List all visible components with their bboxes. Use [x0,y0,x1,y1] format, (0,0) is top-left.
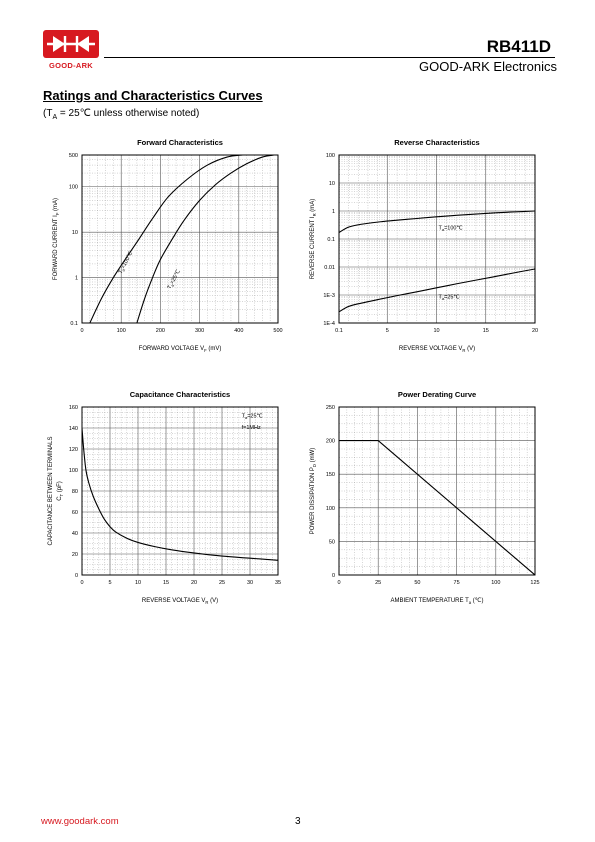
y-tick-label: 0.01 [324,265,335,271]
y-tick-label: 0 [75,573,78,579]
x-tick-label: 10 [135,580,141,586]
y-tick-label: 1E-4 [323,321,335,327]
x-tick-label: 100 [117,328,126,334]
x-tick-label: 100 [491,580,500,586]
x-tick-label: 75 [454,580,460,586]
curve-annotation-0: Ta=100℃ [438,225,463,232]
brand-logo: GOOD-ARK [43,30,99,70]
series-line-0 [82,427,278,561]
curve-annotation-0: Ta=25℃ [242,414,264,421]
y-tick-label: 10 [72,230,78,236]
series-line-0 [339,440,535,575]
power-derating-chart: 0 25 50 75 100 125 0 50 100 150 200 250 Power Derati… [310,390,540,605]
chart-title: Forward Characteristics [137,138,223,147]
y-tick-label: 1 [75,276,78,282]
plot-frame [81,406,279,576]
page-number: 3 [295,816,301,827]
x-tick-label: 25 [375,580,381,586]
series-line-1 [136,155,275,323]
x-tick-label: 0 [80,580,83,586]
y-tick-label: 40 [72,531,78,537]
y-tick-label: 100 [69,468,78,474]
series-line-1 [339,268,535,313]
y-tick-label: 100 [326,506,335,512]
x-tick-label: 400 [234,328,243,334]
curve-annotation-1: Ta=25℃ [167,268,183,290]
y-tick-label: 120 [69,447,78,453]
y-tick-label: 200 [326,439,335,445]
x-tick-label: 0 [80,328,83,334]
logo-diode-symbol [43,30,99,58]
reverse-characteristics-chart: 0.1 5 10 15 20 1E-4 1E-3 0.01 0.1 1 10 100 Reverse C… [310,138,538,353]
curve-annotation-0: Ta=100℃ [118,250,135,275]
series-line-0 [339,210,535,234]
condition-sub: A [52,114,58,121]
x-axis-label: REVERSE VOLTAGE VR (V) [399,346,475,353]
y-tick-label: 250 [326,405,335,411]
y-tick-label: 10 [329,181,335,187]
y-axis-label: FORWARD CURRENT IF (mA) [53,198,60,280]
footer-website-link[interactable]: www.goodark.com [41,816,119,827]
y-axis-label: CAPACITANCE BETWEEN TERMINALS [48,436,54,545]
chart-title: Power Derating Curve [398,390,476,399]
x-tick-label: 0.1 [335,328,343,334]
x-axis-label: REVERSE VOLTAGE VR (V) [142,598,218,605]
y-tick-label: 20 [72,552,78,558]
y-tick-label: 160 [69,405,78,411]
y-tick-label: 100 [69,185,78,191]
diode-icon [47,36,95,52]
x-tick-label: 5 [108,580,111,586]
forward-characteristics-chart: 0 100 200 300 400 500 0.1 1 10 100 500 Forward Char… [53,138,283,353]
x-axis-label: FORWARD VOLTAGE VF (mV) [139,346,222,353]
y-axis-label-secondary: CT (pF) [57,481,64,501]
y-axis-label: POWER DISSIPATION PD (mW) [310,448,317,534]
x-tick-label: 35 [275,580,281,586]
part-number: RB411D [486,37,551,56]
x-tick-label: 50 [414,580,420,586]
x-tick-label: 0 [337,580,340,586]
brand-name: GOOD-ARK [48,61,94,70]
x-tick-label: 200 [156,328,165,334]
y-tick-label: 1 [332,209,335,215]
x-tick-label: 300 [195,328,204,334]
y-tick-label: 150 [326,472,335,478]
y-tick-label: 100 [326,153,335,159]
y-tick-label: 80 [72,489,78,495]
y-tick-label: 1E-3 [323,293,335,299]
chart-title: Capacitance Characteristics [130,390,230,399]
x-tick-label: 10 [433,328,439,334]
plot-frame [338,406,536,576]
company-name: GOOD-ARK Electronics [419,59,557,74]
y-tick-label: 140 [69,426,78,432]
condition-suffix: = 25℃ unless otherwise noted) [57,108,200,119]
y-tick-label: 0.1 [70,321,78,327]
test-condition: (TA = 25℃ unless otherwise noted) [43,108,199,121]
y-tick-label: 500 [69,153,78,159]
condition-prefix: (T [43,108,53,119]
x-tick-label: 500 [273,328,282,334]
x-tick-label: 5 [386,328,389,334]
y-axis-label: REVERSE CURRENT IR (mA) [310,199,317,280]
chart-title: Reverse Characteristics [394,138,479,147]
x-tick-label: 30 [247,580,253,586]
series-line-0 [89,155,243,323]
curve-annotation-1: f=1MHz [242,425,261,431]
y-tick-label: 50 [329,539,335,545]
section-title: Ratings and Characteristics Curves [43,88,263,103]
y-tick-label: 0.1 [327,237,335,243]
capacitance-characteristics-chart: 0 5 10 15 20 25 30 35 0 20 40 60 80 100 120 140 160 Capac… [48,390,281,605]
x-axis-label: AMBIENT TEMPERATURE Ta (℃) [391,598,484,605]
x-tick-label: 125 [530,580,539,586]
plot-frame [338,154,536,324]
x-tick-label: 15 [163,580,169,586]
x-tick-label: 20 [191,580,197,586]
y-tick-label: 0 [332,573,335,579]
x-tick-label: 20 [532,328,538,334]
curve-annotation-1: Ta=25℃ [438,294,460,301]
y-tick-label: 60 [72,510,78,516]
x-tick-label: 15 [483,328,489,334]
plot-frame [81,154,279,324]
header-divider [104,57,555,58]
x-tick-label: 25 [219,580,225,586]
